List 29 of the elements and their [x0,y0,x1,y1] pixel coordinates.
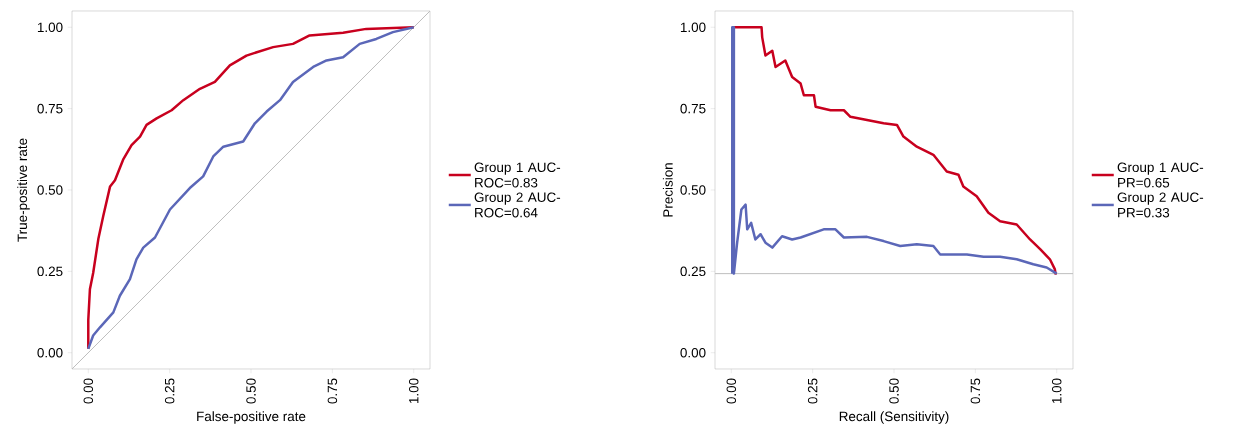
legend-label: Group 2 AUC-PR=0.33 [1117,192,1204,218]
y-tick-label: 0.25 [37,266,63,277]
y-tick-label: 0.00 [37,347,63,358]
x-tick-label: 1.00 [408,378,419,404]
x-tick-label: 0.00 [726,378,737,404]
y-tick-label: 0.75 [680,103,706,114]
legend-label: Group 2 AUC-ROC=0.64 [474,192,561,218]
x-tick-label: 0.25 [164,378,175,404]
y-tick-label: 0.50 [37,185,63,195]
y-tick-label: 0.50 [680,185,706,195]
y-tick-label: 1.00 [680,22,706,33]
x-axis-title: False-positive rate [197,411,306,424]
x-tick-label: 0.00 [83,378,94,404]
line-series [87,26,415,351]
legend-label: Group 1 AUC-ROC=0.83 [474,162,561,188]
y-axis-title: Precision [662,163,673,217]
x-tick-label: 0.75 [327,378,338,404]
y-tick-label: 1.00 [37,22,63,33]
y-tick-label: 0.75 [37,103,63,114]
x-tick-label: 1.00 [1051,378,1062,404]
x-axis-title: Recall (Sensitivity) [839,411,949,424]
y-tick-label: 0.25 [680,266,706,277]
legend-label: Group 1 AUC-PR=0.65 [1117,162,1204,188]
x-tick-label: 0.25 [807,378,818,404]
x-tick-label: 0.50 [889,378,899,404]
y-axis-title: True-positive rate [17,138,30,242]
x-tick-label: 0.50 [246,378,256,404]
x-tick-label: 0.75 [970,378,981,404]
y-tick-label: 0.00 [680,347,706,358]
